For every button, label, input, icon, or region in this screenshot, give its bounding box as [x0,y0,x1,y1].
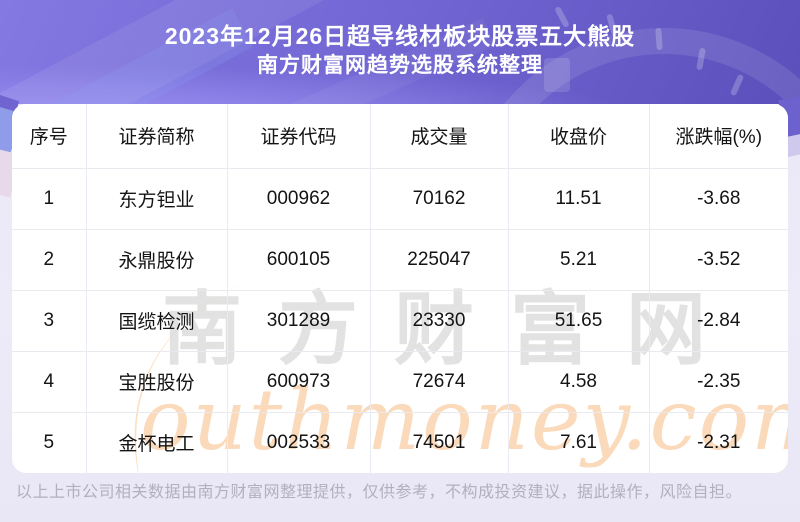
cell-stock-code: 301289 [227,290,371,351]
table-row: 2 永鼎股份 600105 225047 5.21 -3.52 [12,229,788,290]
cell-stock-code: 600973 [227,351,371,412]
cell-index: 4 [12,351,87,412]
stock-table: 序号 证券简称 证券代码 成交量 收盘价 涨跌幅(%) 1 东方钽业 00096… [12,104,788,473]
cell-index: 2 [12,229,87,290]
cell-index: 1 [12,168,87,229]
cell-volume: 225047 [370,229,509,290]
cell-index: 3 [12,290,87,351]
table-row: 1 东方钽业 000962 70162 11.51 -3.68 [12,168,788,229]
cell-stock-name: 国缆检测 [86,290,228,351]
cell-close-price: 7.61 [508,412,650,473]
cell-stock-code: 600105 [227,229,371,290]
disclaimer-text: 以上上市公司相关数据由南方财富网整理提供，仅供参考，不构成投资建议，据此操作，风… [16,484,743,501]
cell-volume: 72674 [370,351,509,412]
cell-change-pct: -2.35 [697,370,741,392]
stock-table-card: 南方财富网 outhmoney.com 序号 证券简称 证券代码 成交量 收盘价… [12,104,788,473]
cell-stock-name: 东方钽业 [86,168,228,229]
column-header-code: 证券代码 [227,104,371,168]
table-row: 4 宝胜股份 600973 72674 4.58 -2.35 [12,351,788,412]
cell-change-pct: -2.31 [697,431,741,453]
cell-volume: 74501 [370,412,509,473]
cell-stock-name: 金杯电工 [86,412,228,473]
cell-close-price: 51.65 [508,290,650,351]
cell-stock-name: 永鼎股份 [86,229,228,290]
cell-volume: 23330 [370,290,509,351]
column-header-volume: 成交量 [370,104,509,168]
cell-change-pct: -3.68 [697,187,741,209]
cell-close-price: 5.21 [508,229,650,290]
cell-stock-code: 000962 [227,168,371,229]
column-header-index: 序号 [12,104,87,168]
page-title: 2023年12月26日超导线材板块股票五大熊股 [164,23,636,49]
fuel-pump-decoration [544,58,570,92]
cell-volume: 70162 [370,168,509,229]
table-row: 3 国缆检测 301289 23330 51.65 -2.84 [12,290,788,351]
cell-change-pct: -2.84 [697,309,741,331]
header-banner: 2023年12月26日超导线材板块股票五大熊股 南方财富网趋势选股系统整理 [0,0,800,104]
cell-close-price: 4.58 [508,351,650,412]
column-header-close: 收盘价 [508,104,650,168]
table-header-row: 序号 证券简称 证券代码 成交量 收盘价 涨跌幅(%) [12,104,788,168]
banner-titles: 2023年12月26日超导线材板块股票五大熊股 南方财富网趋势选股系统整理 [0,21,800,80]
cell-change-pct: -3.52 [697,248,741,270]
column-header-name: 证券简称 [86,104,228,168]
page-subtitle: 南方财富网趋势选股系统整理 [257,54,543,77]
column-header-change: 涨跌幅(%) [675,127,763,149]
cell-close-price: 11.51 [508,168,650,229]
cell-stock-name: 宝胜股份 [86,351,228,412]
cell-stock-code: 002533 [227,412,371,473]
cell-index: 5 [12,412,87,473]
table-row: 5 金杯电工 002533 74501 7.61 -2.31 [12,412,788,473]
